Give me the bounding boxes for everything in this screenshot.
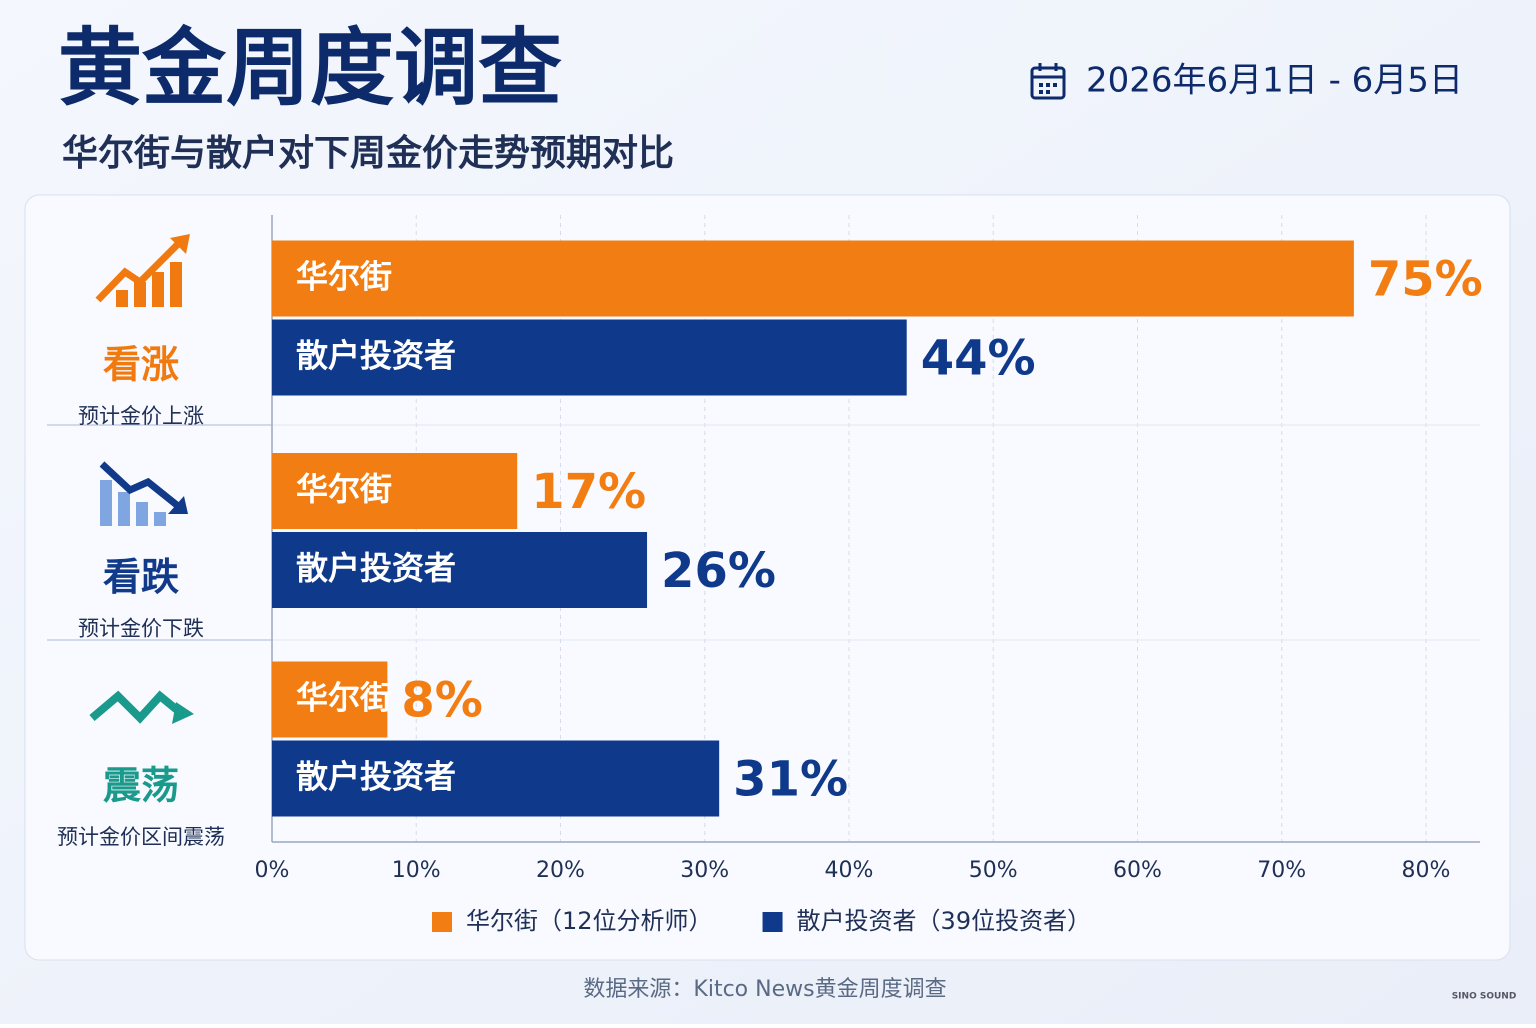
x-tick-label: 40% xyxy=(825,858,874,883)
bar xyxy=(272,319,907,396)
legend-swatch xyxy=(762,912,783,932)
x-tick-label: 0% xyxy=(255,858,290,883)
legend-label: 散户投资者（39位投资者） xyxy=(797,907,1092,935)
bearish-icon xyxy=(99,461,188,526)
bar-series-label: 华尔街 xyxy=(296,470,392,508)
page-title: 黄金周度调查 xyxy=(58,19,562,117)
bar-series-label: 散户投资者 xyxy=(296,758,456,796)
x-tick-label: 20% xyxy=(536,858,585,883)
category-note: 预计金价区间震荡 xyxy=(57,825,225,849)
legend-swatch xyxy=(432,912,452,932)
source-note: 数据来源：Kitco News黄金周度调查 xyxy=(583,977,946,1002)
page-subtitle: 华尔街与散户对下周金价走势预期对比 xyxy=(62,132,674,174)
x-tick-label: 30% xyxy=(680,858,729,883)
x-tick-label: 70% xyxy=(1257,858,1306,883)
logo: SINO SOUND xyxy=(1452,992,1517,1002)
category-note: 预计金价上涨 xyxy=(78,404,204,428)
value-label: 75% xyxy=(1368,252,1483,308)
bar xyxy=(272,240,1354,317)
value-label: 44% xyxy=(921,331,1036,387)
x-tick-label: 60% xyxy=(1113,858,1162,883)
x-tick-label: 80% xyxy=(1402,858,1451,883)
bar xyxy=(272,661,388,738)
bar-series-label: 华尔街 xyxy=(296,679,392,717)
legend-label: 华尔街（12位分析师） xyxy=(466,907,713,935)
bar xyxy=(272,740,720,817)
date-range: 2026年6月1日 - 6月5日 xyxy=(1086,61,1463,101)
value-label: 31% xyxy=(733,752,848,808)
x-tick-label: 50% xyxy=(969,858,1018,883)
value-label: 8% xyxy=(401,673,483,729)
category-note: 预计金价下跌 xyxy=(78,617,204,641)
bar-series-label: 华尔街 xyxy=(296,258,392,296)
category-label: 震荡 xyxy=(103,764,179,808)
bar xyxy=(272,453,518,529)
bar-series-label: 散户投资者 xyxy=(296,549,456,587)
bar xyxy=(272,532,648,608)
bullish-icon xyxy=(95,234,190,307)
category-label: 看涨 xyxy=(103,343,179,387)
sideways-icon xyxy=(89,690,194,724)
bar-series-label: 散户投资者 xyxy=(296,337,456,375)
x-tick-label: 10% xyxy=(392,858,441,883)
value-label: 17% xyxy=(531,464,646,520)
calendar-icon xyxy=(1030,63,1066,100)
value-label: 26% xyxy=(661,543,776,599)
category-label: 看跌 xyxy=(103,555,179,599)
